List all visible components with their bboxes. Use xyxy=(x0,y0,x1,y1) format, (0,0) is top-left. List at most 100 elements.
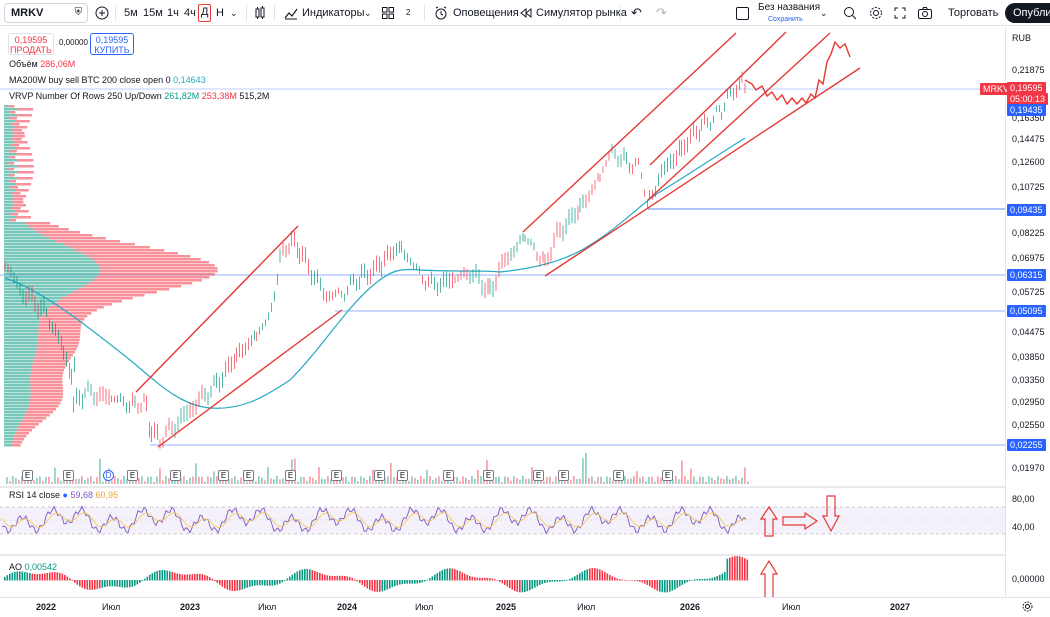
earnings-marker[interactable]: E xyxy=(483,470,494,481)
volume-bar xyxy=(144,481,146,484)
ao-bar xyxy=(131,580,134,587)
ao-bar xyxy=(41,573,44,581)
ao-bar xyxy=(731,556,734,581)
vrvp-legend[interactable]: VRVP Number Of Rows 250 Up/Down 261,82M … xyxy=(9,90,269,102)
layout-square-icon[interactable] xyxy=(736,0,749,26)
trend-lines[interactable] xyxy=(135,31,861,448)
ao-legend[interactable]: AO 0,00542 xyxy=(9,561,57,573)
earnings-marker[interactable]: E xyxy=(127,470,138,481)
rsi-arrows[interactable] xyxy=(759,495,840,597)
ao-bar xyxy=(164,570,166,581)
price-scale[interactable]: RUB 0,21875 0,16350 0,14475 0,12600 0,10… xyxy=(980,27,1050,597)
volume-profile-row xyxy=(4,105,9,108)
ao-bar xyxy=(339,575,341,581)
volume-bar xyxy=(627,479,629,484)
dividend-marker[interactable]: D xyxy=(103,470,114,481)
ma-legend[interactable]: MA200W buy sell BTC 200 close open 0 0,1… xyxy=(9,74,206,86)
earnings-marker[interactable]: E xyxy=(613,470,624,481)
volume-profile-row xyxy=(4,159,18,162)
volume-bar xyxy=(588,477,590,484)
ao-bar xyxy=(569,578,571,581)
earnings-marker[interactable]: E xyxy=(662,470,673,481)
timeframe-15m[interactable]: 15м xyxy=(143,7,163,19)
timeframe-4h[interactable]: 4ч xyxy=(184,7,196,19)
volume-profile-row xyxy=(4,330,39,333)
ao-bar xyxy=(16,571,19,581)
earnings-marker[interactable]: E xyxy=(170,470,181,481)
price-chart[interactable] xyxy=(0,27,1005,597)
candle-type-icon[interactable] xyxy=(254,0,266,26)
earnings-marker[interactable]: E xyxy=(63,470,74,481)
earnings-marker[interactable]: E xyxy=(218,470,229,481)
layout-name[interactable]: Без названия xyxy=(758,2,821,13)
earnings-marker[interactable]: E xyxy=(331,470,342,481)
compare-add-icon[interactable] xyxy=(95,0,109,26)
timeframe-week[interactable]: Н xyxy=(216,7,224,19)
undo-icon[interactable]: ↶ xyxy=(631,5,642,20)
earnings-marker[interactable]: E xyxy=(285,470,296,481)
volume-bar xyxy=(570,479,572,484)
layout-grid-icon[interactable] xyxy=(382,0,394,26)
ao-bar xyxy=(681,580,684,585)
layout-save-link[interactable]: Сохранить xyxy=(768,16,803,23)
replay-icon[interactable] xyxy=(520,0,532,26)
axis-settings-gear-icon[interactable] xyxy=(1022,601,1033,615)
volume-profile-row xyxy=(38,327,81,330)
volume-bar xyxy=(684,476,686,484)
volume-bar xyxy=(690,468,692,484)
volume-profile-row xyxy=(16,177,33,180)
volume-profile-row xyxy=(30,378,63,381)
volume-profile-row xyxy=(4,189,16,192)
earnings-marker[interactable]: E xyxy=(243,470,254,481)
timeframe-1h[interactable]: 1ч xyxy=(167,7,179,19)
timeframe-day[interactable]: Д xyxy=(198,4,212,22)
replay-button[interactable]: Симулятор рынка xyxy=(536,7,627,19)
symbol-search[interactable]: MRKV ⛨ xyxy=(4,3,88,23)
volume-bar xyxy=(168,478,170,484)
volume-bar xyxy=(453,476,455,484)
ao-bar xyxy=(166,570,169,581)
alarm-clock-icon[interactable] xyxy=(434,0,448,26)
redo-icon[interactable]: ↷ xyxy=(656,5,667,20)
sell-button[interactable]: 0,19595 ПРОДАТЬ xyxy=(8,33,54,55)
quick-search-icon[interactable] xyxy=(843,0,857,26)
camera-icon[interactable] xyxy=(918,0,932,26)
earnings-marker[interactable]: E xyxy=(533,470,544,481)
volume-legend[interactable]: Объём 286,06M xyxy=(9,58,75,70)
timeframe-dropdown-icon[interactable]: ⌄ xyxy=(230,8,238,18)
ao-bar xyxy=(626,579,629,581)
ao-bar xyxy=(169,571,171,581)
time-axis[interactable]: 2022 Июл 2023 Июл 2024 Июл 2025 Июл 2026… xyxy=(0,597,1050,617)
publish-button[interactable]: Опублик xyxy=(1005,3,1050,23)
volume-profile-row xyxy=(38,324,82,327)
earnings-marker[interactable]: E xyxy=(397,470,408,481)
volume-bar xyxy=(33,479,35,484)
volume-profile-row xyxy=(4,363,33,366)
volume-bar xyxy=(90,476,92,484)
earnings-marker[interactable]: E xyxy=(558,470,569,481)
indicators-button[interactable]: Индикаторы xyxy=(302,7,365,19)
indicators-icon[interactable] xyxy=(284,0,298,26)
ao-bar xyxy=(241,580,244,590)
settings-gear-icon[interactable] xyxy=(869,0,883,26)
ao-bar xyxy=(104,580,106,588)
volume-profile-row xyxy=(19,423,39,426)
sell-label: ПРОДАТЬ xyxy=(10,45,52,55)
symbol-menu-icon[interactable]: ⛨ xyxy=(74,7,83,18)
volume-profile-row xyxy=(12,441,23,444)
layout-menu-icon[interactable]: ⌄ xyxy=(820,8,828,18)
vrvp-legend-label: VRVP Number Of Rows 250 Up/Down xyxy=(9,91,162,101)
currency-label[interactable]: RUB xyxy=(1012,33,1032,43)
forecast-path[interactable] xyxy=(744,40,851,106)
rsi-legend[interactable]: RSI 14 close ● 59,68 60,95 xyxy=(9,489,118,501)
indicators-dropdown-icon[interactable]: ⌄ xyxy=(364,8,372,18)
trade-button[interactable]: Торговать xyxy=(948,7,999,19)
earnings-marker[interactable]: E xyxy=(443,470,454,481)
earnings-marker[interactable]: E xyxy=(374,470,385,481)
earnings-marker[interactable]: E xyxy=(22,470,33,481)
buy-button[interactable]: 0,19595 КУПИТЬ xyxy=(90,33,134,55)
volume-bar xyxy=(231,478,233,484)
fullscreen-icon[interactable] xyxy=(894,0,906,26)
alerts-button[interactable]: Оповещения xyxy=(453,7,519,19)
timeframe-5m[interactable]: 5м xyxy=(124,7,138,19)
